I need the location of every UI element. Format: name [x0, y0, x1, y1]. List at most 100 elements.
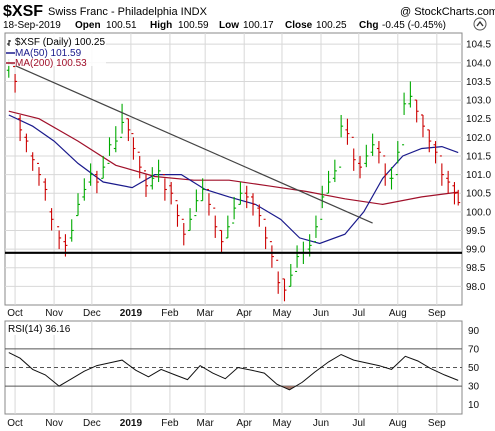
- downtrend-line: [8, 62, 373, 224]
- price-y-tick: 101.0: [466, 170, 491, 181]
- rsi-legend-box: [6, 322, 78, 335]
- rsi-y-axis: 90 70 50 30 10: [468, 326, 480, 411]
- ohlc-bar: [76, 193, 81, 217]
- ohlc-bar: [88, 163, 93, 186]
- price-x-tick: Aug: [389, 308, 407, 319]
- ohlc-bar: [69, 219, 74, 242]
- low-value: 100.17: [243, 20, 274, 31]
- price-x-tick: Feb: [161, 308, 179, 319]
- price-panel-title: $XSF (Daily) 100.25: [15, 37, 105, 48]
- price-x-tick: Jun: [313, 308, 329, 319]
- price-y-tick: 98.5: [466, 263, 486, 274]
- rsi-x-tick: Apr: [236, 418, 252, 429]
- close-value: 100.25: [316, 20, 347, 31]
- rsi-x-tick: Oct: [7, 418, 23, 429]
- ohlc-bar: [351, 136, 356, 171]
- symbol-title: $XSF: [3, 3, 43, 20]
- ohlc-bar: [276, 259, 281, 294]
- price-y-tick: 100.5: [466, 189, 491, 200]
- rsi-y-tick: 30: [468, 382, 480, 393]
- ohlc-bar: [82, 178, 87, 201]
- price-legend: $XSF (Daily) 100.25 MA(50) 101.59 MA(200…: [6, 34, 106, 69]
- ohlc-bar: [244, 185, 249, 209]
- drawn-lines: [5, 62, 462, 254]
- ohlc-bar: [358, 155, 363, 179]
- ohlc-bar: [269, 241, 274, 268]
- ohlc-bar: [339, 114, 344, 168]
- ohlc-bar: [439, 155, 444, 186]
- rsi-y-tick: 70: [468, 344, 480, 355]
- ohlc-bar: [282, 278, 287, 302]
- ohlc-bar: [18, 114, 23, 142]
- ohlc-bar: [414, 99, 419, 123]
- ohlc-bar: [452, 182, 457, 205]
- price-x-tick: Jul: [352, 308, 365, 319]
- legend-ma200: MA(200) 100.53: [15, 58, 87, 69]
- price-y-tick: 103.0: [466, 96, 491, 107]
- price-plot-frame: [4, 32, 463, 306]
- ohlc-bar: [49, 208, 54, 231]
- rsi-y-tick: 90: [468, 326, 480, 337]
- price-bars: [6, 59, 461, 302]
- ohlc-bar: [24, 133, 29, 153]
- price-y-tick: 102.0: [466, 133, 491, 144]
- ohlc-bar: [288, 264, 293, 287]
- ohlc-bar: [188, 208, 193, 232]
- price-y-axis: 104.5 104.0 103.5 103.0 102.5 102.0 101.5 101.0…: [466, 40, 491, 293]
- ohlc-bar: [219, 229, 224, 253]
- rsi-x-tick: 2019: [120, 418, 143, 429]
- ohlc-bar: [257, 204, 262, 227]
- rsi-y-tick: 10: [468, 400, 480, 411]
- price-y-tick: 101.5: [466, 151, 491, 162]
- rsi-x-tick: May: [273, 418, 292, 429]
- price-grid: [5, 33, 462, 305]
- ohlc-bar: [326, 170, 331, 194]
- ohlc-bar: [200, 178, 205, 202]
- ohlc-bar: [126, 118, 131, 142]
- ohlc-bar: [389, 167, 394, 190]
- ma50-line: [8, 114, 459, 245]
- ohlc-bar: [43, 178, 48, 201]
- rsi-x-axis: Oct Nov Dec 2019 Feb Mar Apr May Jun Jul Aug Sep: [7, 418, 446, 429]
- ohlc-bar: [101, 155, 106, 179]
- rsi-x-tick: Feb: [161, 418, 179, 429]
- ohlc-bar: [383, 155, 388, 186]
- ohlc-bar: [456, 189, 461, 206]
- chg-label: Chg: [359, 20, 378, 31]
- price-x-tick: Sep: [428, 308, 446, 319]
- price-y-tick: 104.5: [466, 40, 491, 51]
- ohlc-bar: [213, 207, 218, 238]
- price-x-tick: Oct: [7, 308, 23, 319]
- ohlc-bar: [402, 92, 407, 146]
- price-x-axis: Oct Nov Dec 2019 Feb Mar Apr May Jun Jul Aug Sep: [7, 308, 446, 319]
- ohlc-bar: [150, 167, 155, 190]
- price-x-tick: Mar: [197, 308, 215, 319]
- ohlc-bar: [57, 226, 62, 250]
- ohlc-bar: [433, 141, 438, 164]
- rsi-x-tick: Sep: [428, 418, 446, 429]
- ohlc-bar: [94, 170, 99, 194]
- collapse-button[interactable]: [473, 17, 487, 31]
- price-x-tick: 2019: [120, 308, 143, 319]
- rsi-y-tick: 50: [468, 363, 480, 374]
- ohlc-bar: [206, 188, 211, 216]
- low-label: Low: [219, 20, 239, 31]
- quote-date: 18-Sep-2019: [3, 20, 61, 31]
- rsi-panel-title: RSI(14) 36.16: [8, 324, 71, 335]
- ohlc-bar: [295, 245, 300, 273]
- rsi-legend: RSI(14) 36.16: [6, 322, 78, 335]
- price-y-tick: 99.5: [466, 226, 486, 237]
- legend-ma50: MA(50) 101.59: [15, 48, 82, 59]
- ohlc-bar: [181, 218, 186, 246]
- close-label: Close: [285, 20, 313, 31]
- ohlc-bar: [131, 133, 136, 160]
- ohlc-bar: [156, 159, 161, 183]
- price-y-tick: 103.5: [466, 77, 491, 88]
- price-x-tick: May: [273, 308, 292, 319]
- ohlc-bar: [420, 114, 425, 138]
- ohlc-bar: [13, 65, 18, 93]
- ohlc-bar: [364, 144, 369, 168]
- ohlc-bar: [370, 133, 375, 156]
- ohlc-bar: [395, 141, 400, 176]
- chg-value: -0.45 (-0.45%): [382, 20, 446, 31]
